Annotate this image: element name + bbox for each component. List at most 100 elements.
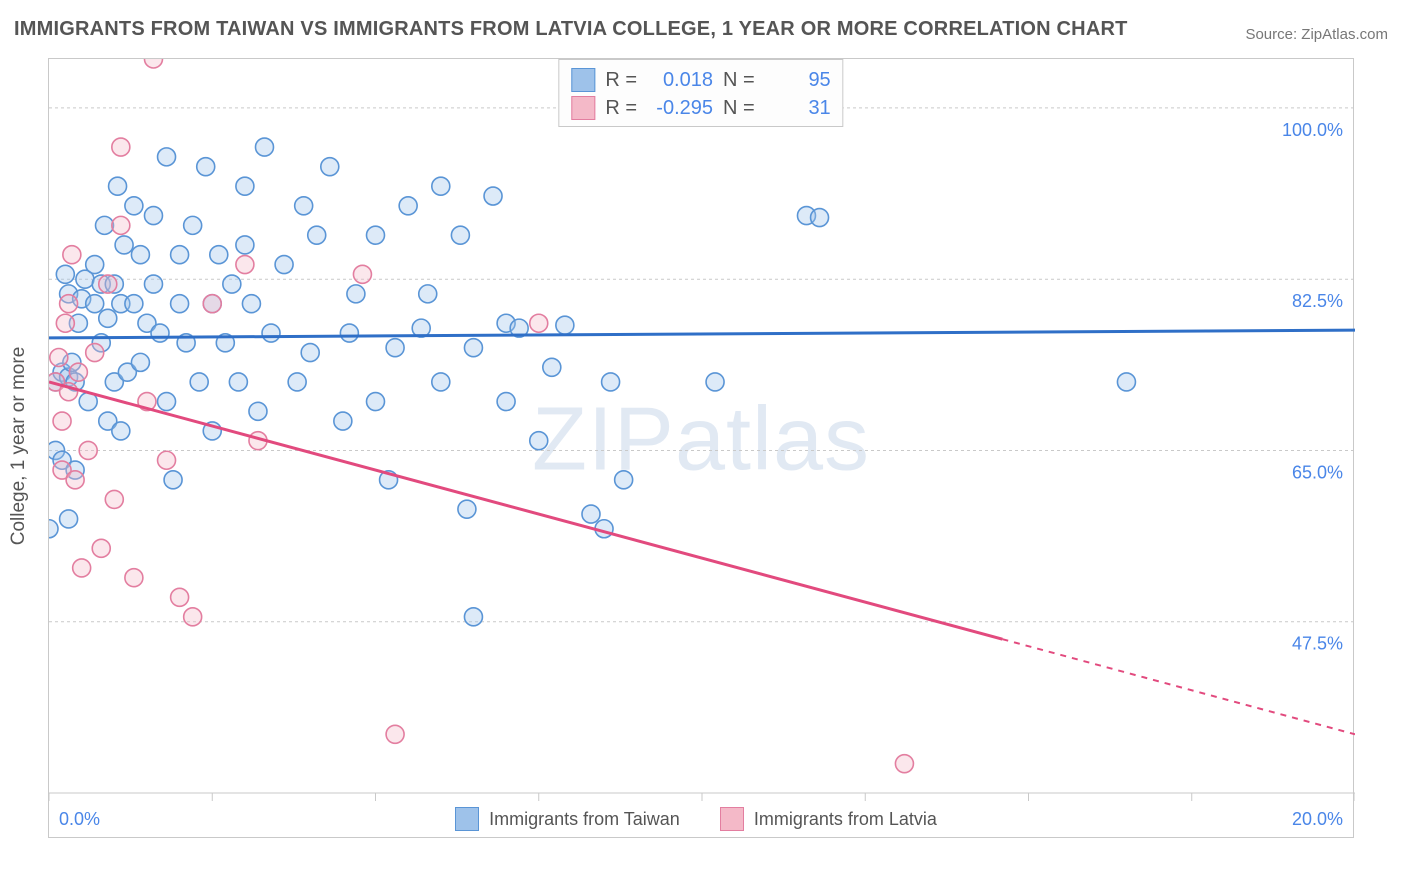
scatter-point (334, 412, 352, 430)
scatter-point (63, 246, 81, 264)
stat-r-taiwan: 0.018 (647, 66, 713, 94)
legend-stats-row-latvia: R = -0.295 N = 31 (571, 94, 830, 122)
scatter-point (895, 755, 913, 773)
scatter-point (386, 725, 404, 743)
stat-r-label: R = (605, 94, 637, 122)
stat-r-latvia: -0.295 (647, 94, 713, 122)
scatter-point (151, 324, 169, 342)
scatter-point (236, 177, 254, 195)
legend-label-latvia: Immigrants from Latvia (754, 809, 937, 830)
scatter-point (236, 256, 254, 274)
scatter-point (223, 275, 241, 293)
scatter-point (158, 148, 176, 166)
svg-text:65.0%: 65.0% (1292, 462, 1343, 482)
bottom-legend: 0.0% Immigrants from Taiwan Immigrants f… (49, 807, 1353, 831)
scatter-point (56, 314, 74, 332)
stat-n-latvia: 31 (765, 94, 831, 122)
scatter-point (144, 207, 162, 225)
svg-text:47.5%: 47.5% (1292, 634, 1343, 654)
scatter-point (301, 344, 319, 362)
scatter-point (96, 216, 114, 234)
scatter-point (190, 373, 208, 391)
scatter-point (262, 324, 280, 342)
scatter-point (131, 246, 149, 264)
scatter-point (811, 209, 829, 227)
scatter-point (432, 177, 450, 195)
scatter-point (112, 216, 130, 234)
stat-r-label: R = (605, 66, 637, 94)
scatter-point (615, 471, 633, 489)
scatter-point (184, 216, 202, 234)
scatter-point (340, 324, 358, 342)
scatter-point (321, 158, 339, 176)
scatter-point (367, 226, 385, 244)
plot-area: ZIPatlas 47.5%65.0%82.5%100.0% R = 0.018… (48, 58, 1354, 838)
scatter-point (125, 197, 143, 215)
scatter-point (1117, 373, 1135, 391)
scatter-point (353, 265, 371, 283)
scatter-point (308, 226, 326, 244)
scatter-point (164, 471, 182, 489)
scatter-point (275, 256, 293, 274)
swatch-taiwan (571, 68, 595, 92)
scatter-point (543, 358, 561, 376)
scatter-point (105, 490, 123, 508)
scatter-point (158, 393, 176, 411)
chart-title: IMMIGRANTS FROM TAIWAN VS IMMIGRANTS FRO… (14, 18, 1128, 41)
scatter-point (79, 441, 97, 459)
scatter-point (432, 373, 450, 391)
scatter-point (73, 559, 91, 577)
scatter-point (50, 348, 68, 366)
legend-entry-taiwan: Immigrants from Taiwan (455, 807, 680, 831)
scatter-point (203, 295, 221, 313)
scatter-point (367, 393, 385, 411)
scatter-point (158, 451, 176, 469)
scatter-point (171, 588, 189, 606)
y-axis-title: College, 1 year or more (8, 347, 30, 546)
scatter-point (112, 422, 130, 440)
scatter-point (109, 177, 127, 195)
legend-stats-row-taiwan: R = 0.018 N = 95 (571, 66, 830, 94)
scatter-point (582, 505, 600, 523)
scatter-point (131, 353, 149, 371)
stat-n-label: N = (723, 66, 755, 94)
source-attribution: Source: ZipAtlas.com (1245, 26, 1388, 43)
scatter-point (171, 295, 189, 313)
scatter-point (255, 138, 273, 156)
scatter-point (242, 295, 260, 313)
scatter-point (125, 295, 143, 313)
scatter-point (451, 226, 469, 244)
scatter-point (556, 316, 574, 334)
stat-n-label: N = (723, 94, 755, 122)
stat-n-taiwan: 95 (765, 66, 831, 94)
swatch-taiwan (455, 807, 479, 831)
scatter-point (706, 373, 724, 391)
trend-line (49, 382, 1002, 639)
scatter-point (56, 265, 74, 283)
scatter-point (60, 295, 78, 313)
scatter-point (419, 285, 437, 303)
scatter-point (229, 373, 247, 391)
scatter-point (399, 197, 417, 215)
scatter-point (144, 275, 162, 293)
scatter-point (458, 500, 476, 518)
scatter-point (60, 510, 78, 528)
scatter-point (144, 59, 162, 68)
scatter-point (53, 412, 71, 430)
scatter-point (49, 520, 58, 538)
plot-svg: 47.5%65.0%82.5%100.0% (49, 59, 1355, 839)
legend-entry-latvia: Immigrants from Latvia (720, 807, 937, 831)
trend-line (49, 330, 1355, 338)
scatter-point (66, 471, 84, 489)
scatter-point (210, 246, 228, 264)
swatch-latvia (571, 96, 595, 120)
legend-stats-box: R = 0.018 N = 95 R = -0.295 N = 31 (558, 59, 843, 127)
svg-text:100.0%: 100.0% (1282, 120, 1343, 140)
scatter-point (184, 608, 202, 626)
scatter-point (99, 309, 117, 327)
chart-container: IMMIGRANTS FROM TAIWAN VS IMMIGRANTS FRO… (0, 0, 1406, 892)
scatter-point (86, 256, 104, 274)
scatter-point (484, 187, 502, 205)
scatter-point (530, 314, 548, 332)
scatter-point (115, 236, 133, 254)
